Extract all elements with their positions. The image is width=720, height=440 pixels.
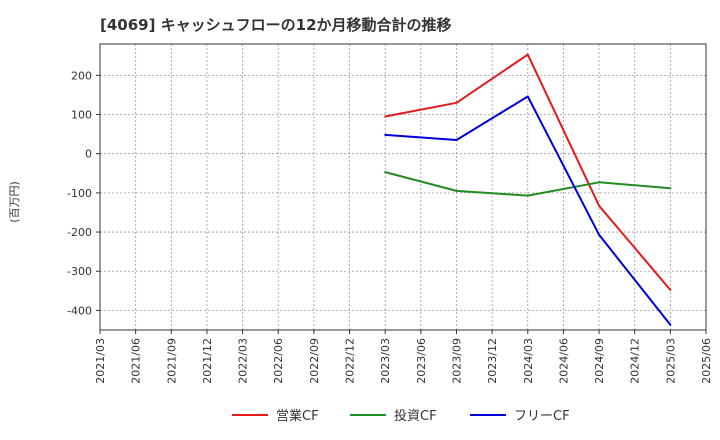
x-axis: 2021/03 2021/06 2021/09 2021/12 2022/03 2022/… (94, 330, 713, 384)
series-point-0 (598, 204, 601, 207)
x-tick-label: 2021/12 (201, 338, 214, 384)
series-line-2 (385, 95, 672, 326)
series-point-2 (669, 323, 672, 326)
y-tick-label: 100 (71, 109, 92, 122)
x-tick-label: 2022/06 (272, 338, 285, 384)
y-tick-label: -300 (67, 265, 92, 278)
y-tick-label: 0 (85, 148, 92, 161)
x-tick-label: 2022/09 (308, 338, 321, 384)
series-point-1 (669, 187, 672, 190)
series-point-1 (598, 181, 601, 184)
series-point-1 (455, 189, 458, 192)
series-point-2 (598, 233, 601, 236)
y-axis-label: (百万円) (8, 181, 21, 223)
x-tick-label: 2024/06 (557, 338, 570, 384)
series-point-1 (526, 194, 529, 197)
series-point-1 (384, 171, 387, 174)
y-tick-label: -200 (67, 226, 92, 239)
legend-label-2: フリーCF (514, 409, 570, 424)
x-tick-label: 2024/03 (522, 338, 535, 384)
series-point-0 (455, 101, 458, 104)
series-point-0 (669, 289, 672, 292)
legend-label-0: 営業CF (276, 408, 319, 424)
series-point-2 (455, 138, 458, 141)
x-tick-label: 2021/03 (94, 338, 107, 384)
x-tick-label: 2025/03 (664, 338, 677, 384)
x-tick-label: 2022/03 (237, 338, 250, 384)
series-point-2 (526, 95, 529, 98)
series-point-2 (384, 133, 387, 136)
x-tick-label: 2022/12 (344, 338, 357, 384)
x-tick-label: 2023/09 (450, 338, 463, 384)
series-lines (384, 53, 672, 326)
plot-frame (99, 43, 707, 331)
legend-label-1: 投資CF (394, 408, 437, 424)
y-axis: 200 100 0 -100 -200 -300 -400 (67, 69, 100, 317)
x-tick-label: 2025/06 (700, 338, 713, 384)
y-tick-label: -400 (67, 304, 92, 317)
legend: 営業CF 投資CF フリーCF (232, 408, 570, 424)
chart-title: [4069] キャッシュフローの12か月移動合計の推移 (100, 16, 452, 34)
x-tick-label: 2024/12 (629, 338, 642, 384)
x-tick-label: 2021/09 (165, 338, 178, 384)
y-tick-label: 200 (71, 69, 92, 82)
x-tick-label: 2021/06 (130, 338, 143, 384)
y-tick-label: -100 (67, 187, 92, 200)
x-tick-label: 2024/09 (593, 338, 606, 384)
grid (100, 44, 706, 330)
series-point-0 (526, 53, 529, 56)
x-tick-label: 2023/03 (379, 338, 392, 384)
x-tick-label: 2023/12 (486, 338, 499, 384)
series-point-0 (384, 115, 387, 118)
x-tick-label: 2023/06 (415, 338, 428, 384)
